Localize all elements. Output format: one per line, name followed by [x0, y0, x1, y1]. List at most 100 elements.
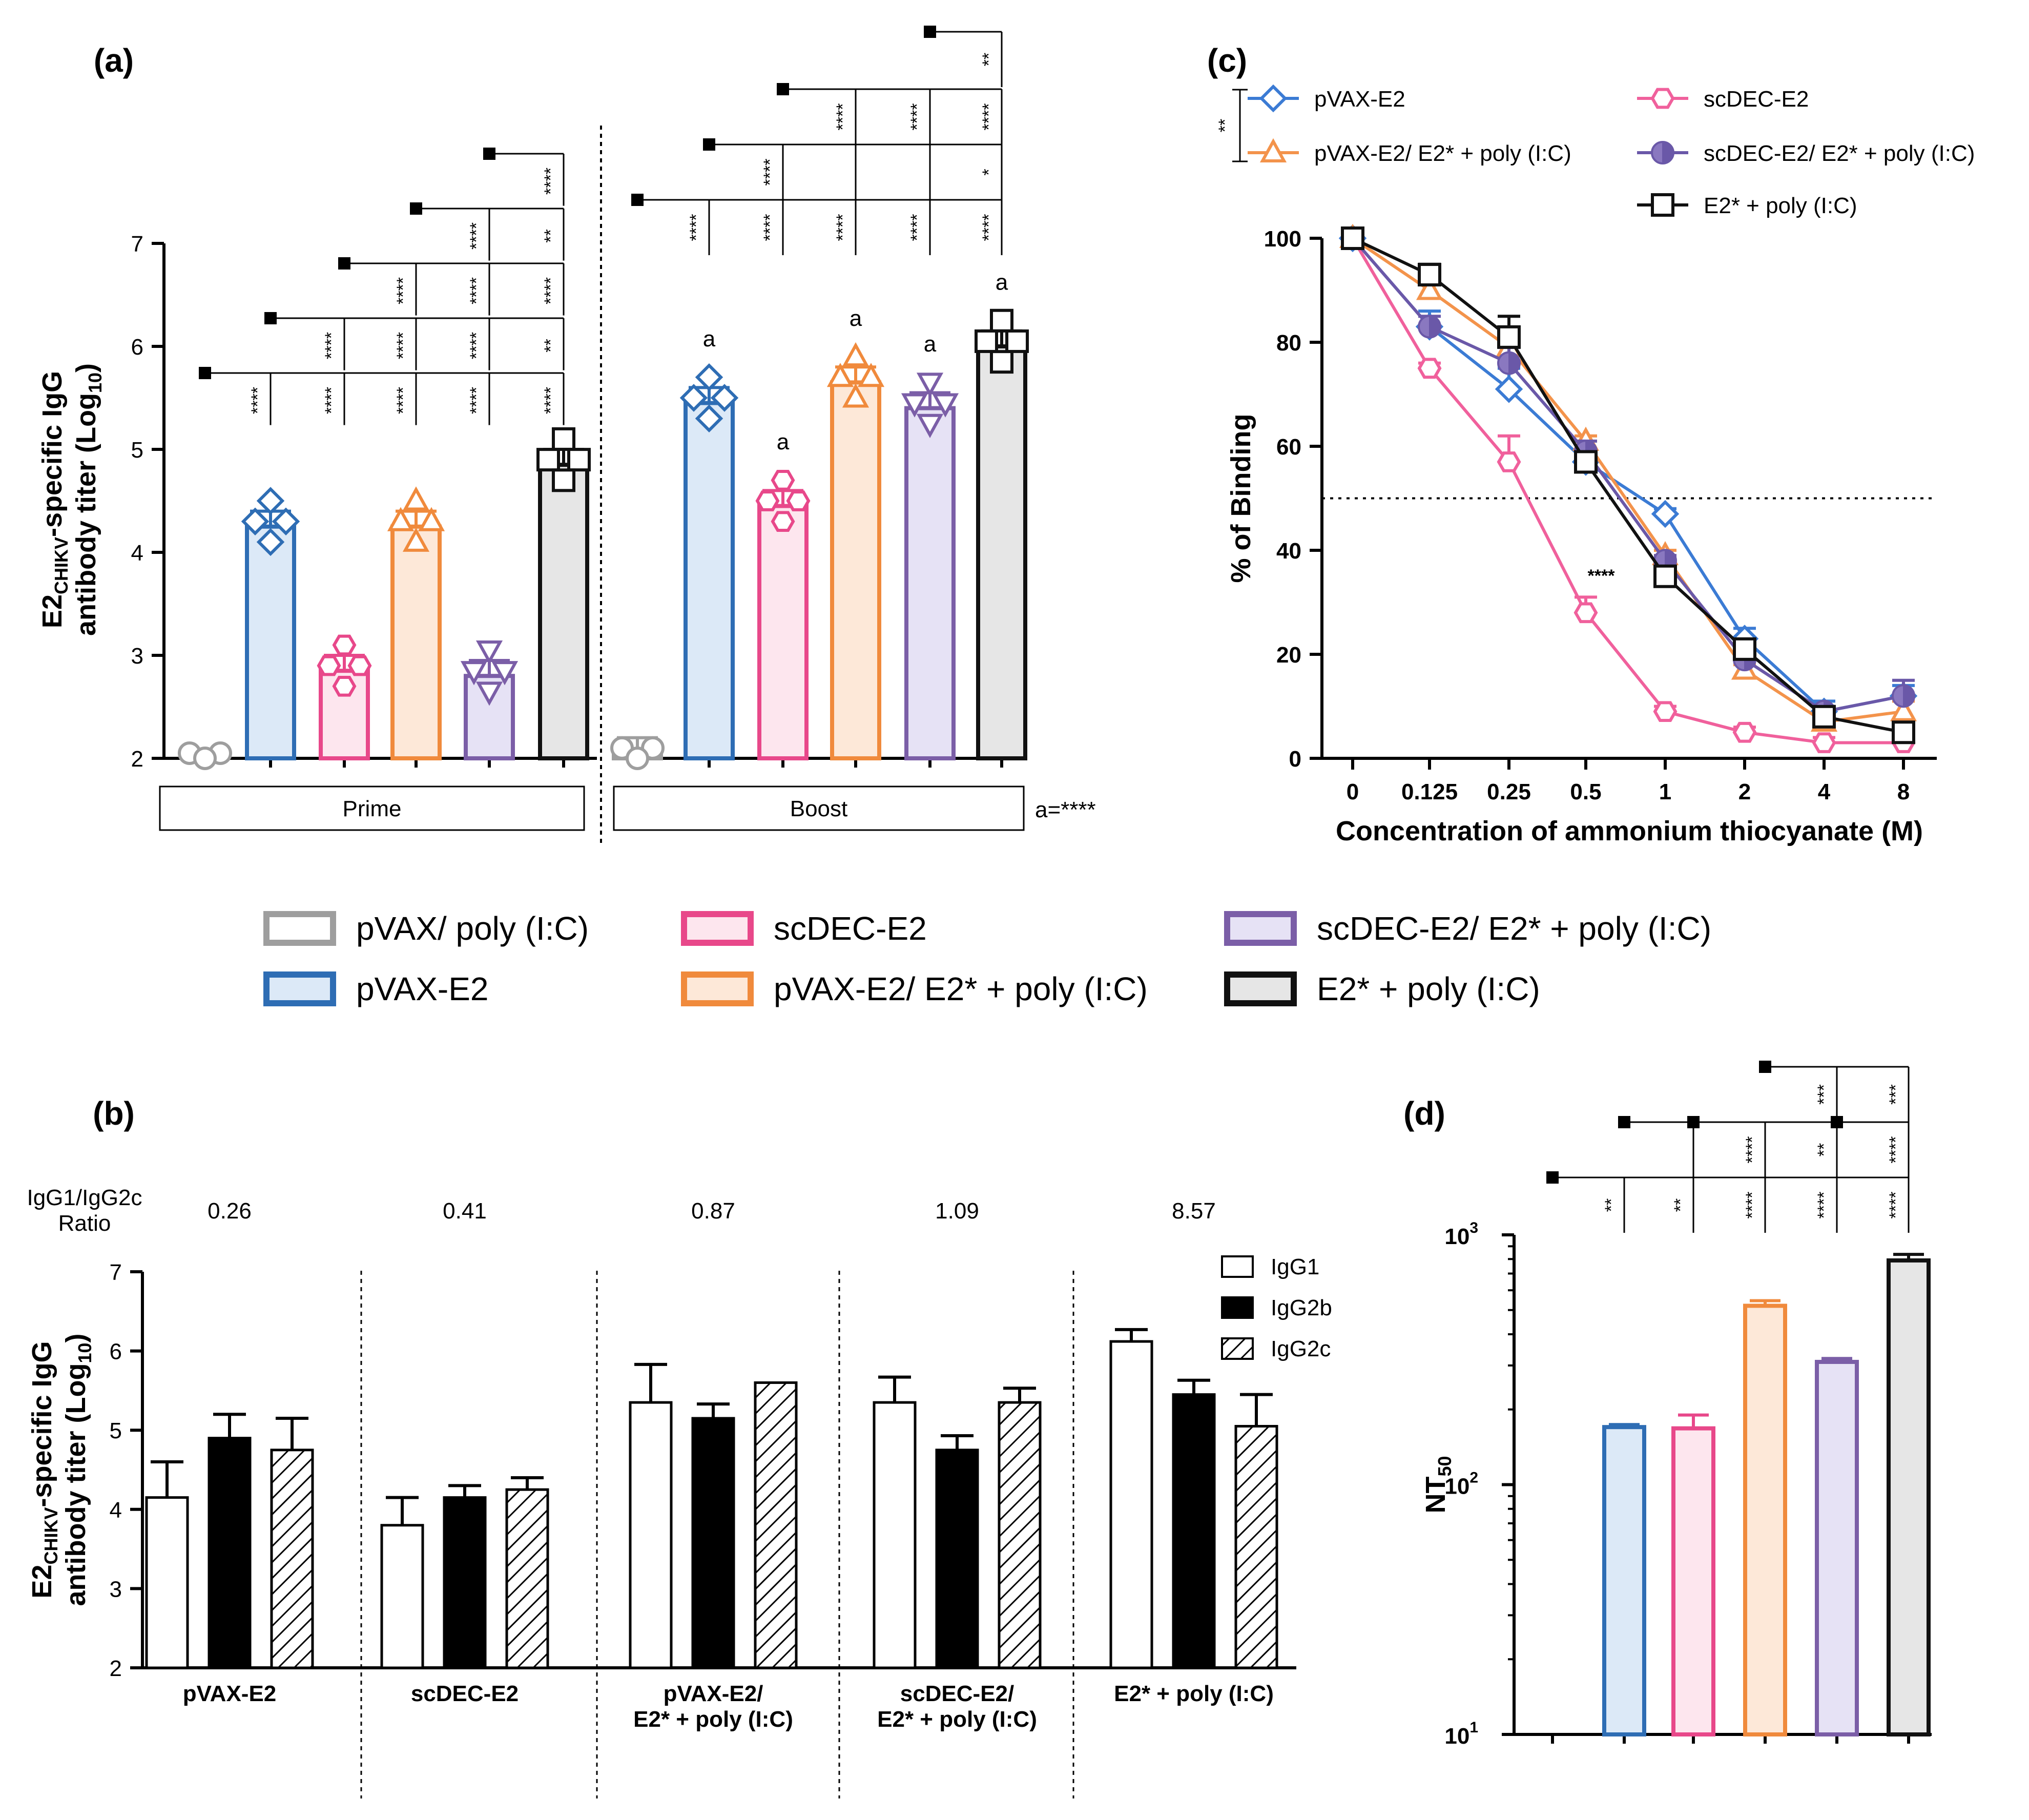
bar-IgG2b	[935, 1449, 979, 1669]
legend-label-IgG2c: IgG2c	[1271, 1336, 1331, 1361]
y-tick-label: 103	[1444, 1219, 1478, 1249]
ratio-value: 0.41	[443, 1198, 487, 1224]
bar-scdec_e2_prot	[1815, 1359, 1859, 1736]
point-pvax_e2	[1495, 375, 1523, 403]
significance-legend: a=****	[1035, 797, 1096, 822]
x-tick-label: 0.5	[1570, 779, 1601, 804]
prime-sig-label: **	[541, 229, 561, 242]
significance-annotation: ****	[1588, 566, 1616, 586]
y-tick-label: 6	[131, 335, 143, 360]
point-prime-e2_prot	[552, 427, 575, 451]
bar-IgG2b	[691, 1417, 735, 1669]
legend-label-e2_prot: E2* + poly (I:C)	[1317, 970, 1540, 1007]
bar-prime-pvax_e2_prot	[390, 524, 442, 760]
boost-sig-label: ****	[979, 104, 999, 131]
y-axis-label: E2CHIKV-specific IgG	[37, 371, 72, 628]
y-axis-label: NT50	[1420, 1456, 1455, 1513]
point-boost-e2_prot	[975, 329, 998, 353]
point-e2_prot	[1418, 263, 1441, 287]
boost-sig-label: ****	[760, 214, 780, 241]
bar-boost-e2_prot	[976, 344, 1027, 760]
bar-IgG1	[629, 1401, 673, 1669]
boost-sig-label: ****	[907, 214, 927, 241]
bar-IgG2c	[270, 1449, 314, 1669]
sig-label: ****	[1743, 1192, 1762, 1219]
y-tick-label: 60	[1276, 435, 1301, 460]
legend-swatch-scdec_e2	[681, 911, 754, 946]
point-boost-pvax_e2	[710, 384, 739, 412]
legend-label-e2_prot: E2* + poly (I:C)	[1704, 193, 1857, 218]
bar-IgG2b	[1172, 1393, 1216, 1669]
y-tick-label: 101	[1444, 1719, 1478, 1749]
legend-label-scdec_e2_prot: scDEC-E2/ E2* + poly (I:C)	[1704, 141, 1975, 166]
bar-IgG2c	[998, 1401, 1042, 1669]
x-tick-label: 2	[1738, 779, 1751, 804]
line-pvax_e2	[1351, 237, 1904, 713]
point-boost-scdec_e2	[771, 469, 795, 491]
panel-label-a: (a)	[94, 42, 134, 79]
point-prime-e2_prot	[536, 448, 560, 472]
point-prime-pvax_e2	[256, 487, 285, 515]
bar-IgG2b	[443, 1496, 487, 1669]
point-prime-scdec_e2	[347, 655, 372, 676]
x-category-label: E2* + poly (I:C)	[633, 1707, 793, 1732]
point-scdec_e2	[1732, 721, 1757, 743]
point-prime-pvax_e2	[272, 507, 300, 535]
sig-label: **	[1814, 1143, 1834, 1156]
panel-b-chart: (b) 2 3 4 5 6 7 E2CHIKV-specific IgG antibody ti…	[27, 1095, 1332, 1798]
legend-swatch-e2_prot	[1224, 971, 1297, 1006]
bar-IgG1	[873, 1401, 917, 1669]
x-category-label: scDEC-E2/	[900, 1681, 1014, 1706]
prime-sig-label: ****	[467, 387, 486, 414]
significance-letter: a	[703, 326, 716, 351]
legend-swatch-IgG2c	[1221, 1337, 1254, 1360]
significance-letter: a	[924, 332, 937, 357]
point-boost-e2_prot	[990, 350, 1013, 374]
prime-sig-label: ****	[541, 168, 561, 195]
panel-c-chart: (c) 0 20 40 60 80 100 0 0.125 0.25 0.5 1 2 4 8 Concentr…	[1207, 42, 1975, 846]
panel-a-chart: (a) 2 3 4 5 6 7 E2CHIKV-specific IgG antibody ti…	[37, 26, 1096, 845]
x-category-label: pVAX-E2/	[664, 1681, 763, 1706]
y-tick-label: 6	[110, 1339, 122, 1364]
sig-label: ***	[1814, 1084, 1834, 1105]
prime-sig-label: ****	[394, 387, 413, 414]
x-axis-label: Concentration of ammonium thiocyanate (M…	[1336, 816, 1923, 846]
point-scdec_e2_prot-half	[1893, 685, 1904, 707]
boost-sig-label: ****	[907, 104, 927, 131]
point-e2_prot	[1892, 720, 1915, 744]
point-boost-pvax_e2	[695, 363, 723, 391]
y-tick-label: 0	[1289, 747, 1301, 772]
bar-scdec_e2	[1671, 1426, 1715, 1736]
bar-IgG2c	[505, 1488, 549, 1669]
prime-sig-label: **	[541, 339, 561, 352]
sig-label: **	[1602, 1198, 1621, 1212]
y-tick-label: 5	[110, 1418, 122, 1443]
boost-sig-label: *	[979, 169, 999, 175]
ratio-value: 8.57	[1172, 1198, 1216, 1224]
point-boost-e2_prot	[990, 308, 1013, 333]
sig-anchor	[1831, 1116, 1843, 1128]
legend-label-scdec_e2: scDEC-E2	[774, 910, 927, 947]
bar-prime-pvax_e2	[245, 524, 296, 760]
y-axis-label: % of Binding	[1226, 414, 1256, 583]
boost-sig-label: ****	[760, 159, 780, 186]
y-axis-label-line2: antibody titer (Log10)	[60, 1334, 95, 1606]
bar-prime-e2_prot	[538, 463, 589, 760]
bar-e2_prot	[1887, 1258, 1931, 1736]
point-boost-pvax_e2_prot	[842, 383, 869, 408]
boost-sig-label: ****	[979, 214, 999, 241]
point-prime-scdec_e2_prot	[475, 640, 503, 665]
ratio-value: 0.87	[691, 1198, 735, 1224]
point-boost-pvax_e2_prot	[857, 363, 885, 387]
point-boost-e2_prot	[1005, 329, 1029, 353]
sig-label: ****	[1814, 1192, 1834, 1219]
point-e2_prot	[1812, 705, 1836, 729]
x-tick-label: 8	[1897, 779, 1910, 804]
legend-sig-label: **	[1215, 119, 1235, 132]
panel-label-d: (d)	[1403, 1095, 1445, 1132]
x-tick-label: 0	[1347, 779, 1359, 804]
ratio-label-line2: Ratio	[58, 1211, 111, 1236]
line-scdec_e2_prot	[1351, 237, 1904, 713]
legend-label-pvax_e2_prot: pVAX-E2/ E2* + poly (I:C)	[774, 970, 1148, 1007]
